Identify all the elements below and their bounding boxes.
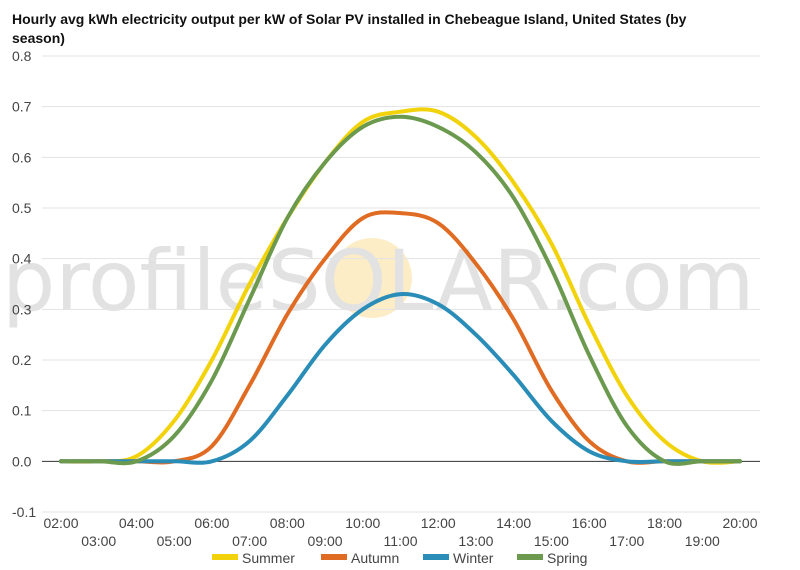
chart-title: Hourly avg kWh electricity output per kW…: [12, 11, 687, 46]
legend-label: Summer: [242, 550, 295, 566]
x-tick-label: 14:00: [496, 515, 531, 531]
x-tick-label: 20:00: [722, 515, 757, 531]
x-tick-label: 12:00: [421, 515, 456, 531]
x-axis-ticks: 02:0003:0004:0005:0006:0007:0008:0009:00…: [43, 515, 757, 549]
legend-item-winter[interactable]: Winter: [423, 550, 494, 566]
y-tick-label: -0.1: [12, 504, 36, 520]
series-lines: [59, 107, 742, 466]
legend-swatch: [517, 554, 543, 560]
watermark-text: profileSOLAR.com: [2, 232, 754, 330]
y-axis-ticks: -0.1 0.0 0.1 0.2 0.3 0.4 0.5 0.6 0.7 0.8: [12, 48, 36, 520]
x-tick-label: 16:00: [572, 515, 607, 531]
series-line-summer: [59, 107, 742, 465]
legend-swatch: [423, 554, 449, 560]
legend-label: Spring: [547, 550, 587, 566]
x-tick-label: 06:00: [194, 515, 229, 531]
y-tick-label: 0.8: [12, 48, 32, 64]
watermark: profileSOLAR.com: [2, 232, 754, 330]
x-tick-label: 17:00: [609, 533, 644, 549]
x-tick-label: 18:00: [647, 515, 682, 531]
x-tick-label: 08:00: [270, 515, 305, 531]
x-tick-label: 19:00: [685, 533, 720, 549]
legend-label: Winter: [453, 550, 494, 566]
series-line-winter: [59, 292, 742, 465]
series-line-spring: [59, 114, 742, 466]
legend[interactable]: Summer Autumn Winter Spring: [212, 550, 587, 566]
y-tick-label: 0.1: [12, 403, 32, 419]
legend-item-summer[interactable]: Summer: [212, 550, 295, 566]
y-tick-label: 0.2: [12, 352, 32, 368]
grid: [42, 55, 760, 513]
y-tick-label: 0.0: [12, 453, 32, 469]
legend-swatch: [321, 554, 347, 560]
legend-label: Autumn: [351, 550, 399, 566]
y-tick-label: 0.3: [12, 301, 32, 317]
x-tick-label: 05:00: [157, 533, 192, 549]
legend-item-spring[interactable]: Spring: [517, 550, 587, 566]
x-tick-label: 13:00: [458, 533, 493, 549]
x-tick-label: 15:00: [534, 533, 569, 549]
legend-item-autumn[interactable]: Autumn: [321, 550, 399, 566]
y-tick-label: 0.6: [12, 149, 32, 165]
x-tick-label: 02:00: [43, 515, 78, 531]
x-tick-label: 09:00: [308, 533, 343, 549]
y-tick-label: 0.7: [12, 99, 32, 115]
x-tick-label: 04:00: [119, 515, 154, 531]
x-tick-label: 07:00: [232, 533, 267, 549]
watermark-sun-icon: [332, 238, 412, 318]
y-tick-label: 0.5: [12, 200, 32, 216]
x-tick-label: 11:00: [384, 533, 418, 549]
y-tick-label: 0.4: [12, 251, 32, 267]
x-tick-label: 10:00: [345, 515, 380, 531]
legend-swatch: [212, 554, 238, 560]
x-tick-label: 03:00: [81, 533, 116, 549]
